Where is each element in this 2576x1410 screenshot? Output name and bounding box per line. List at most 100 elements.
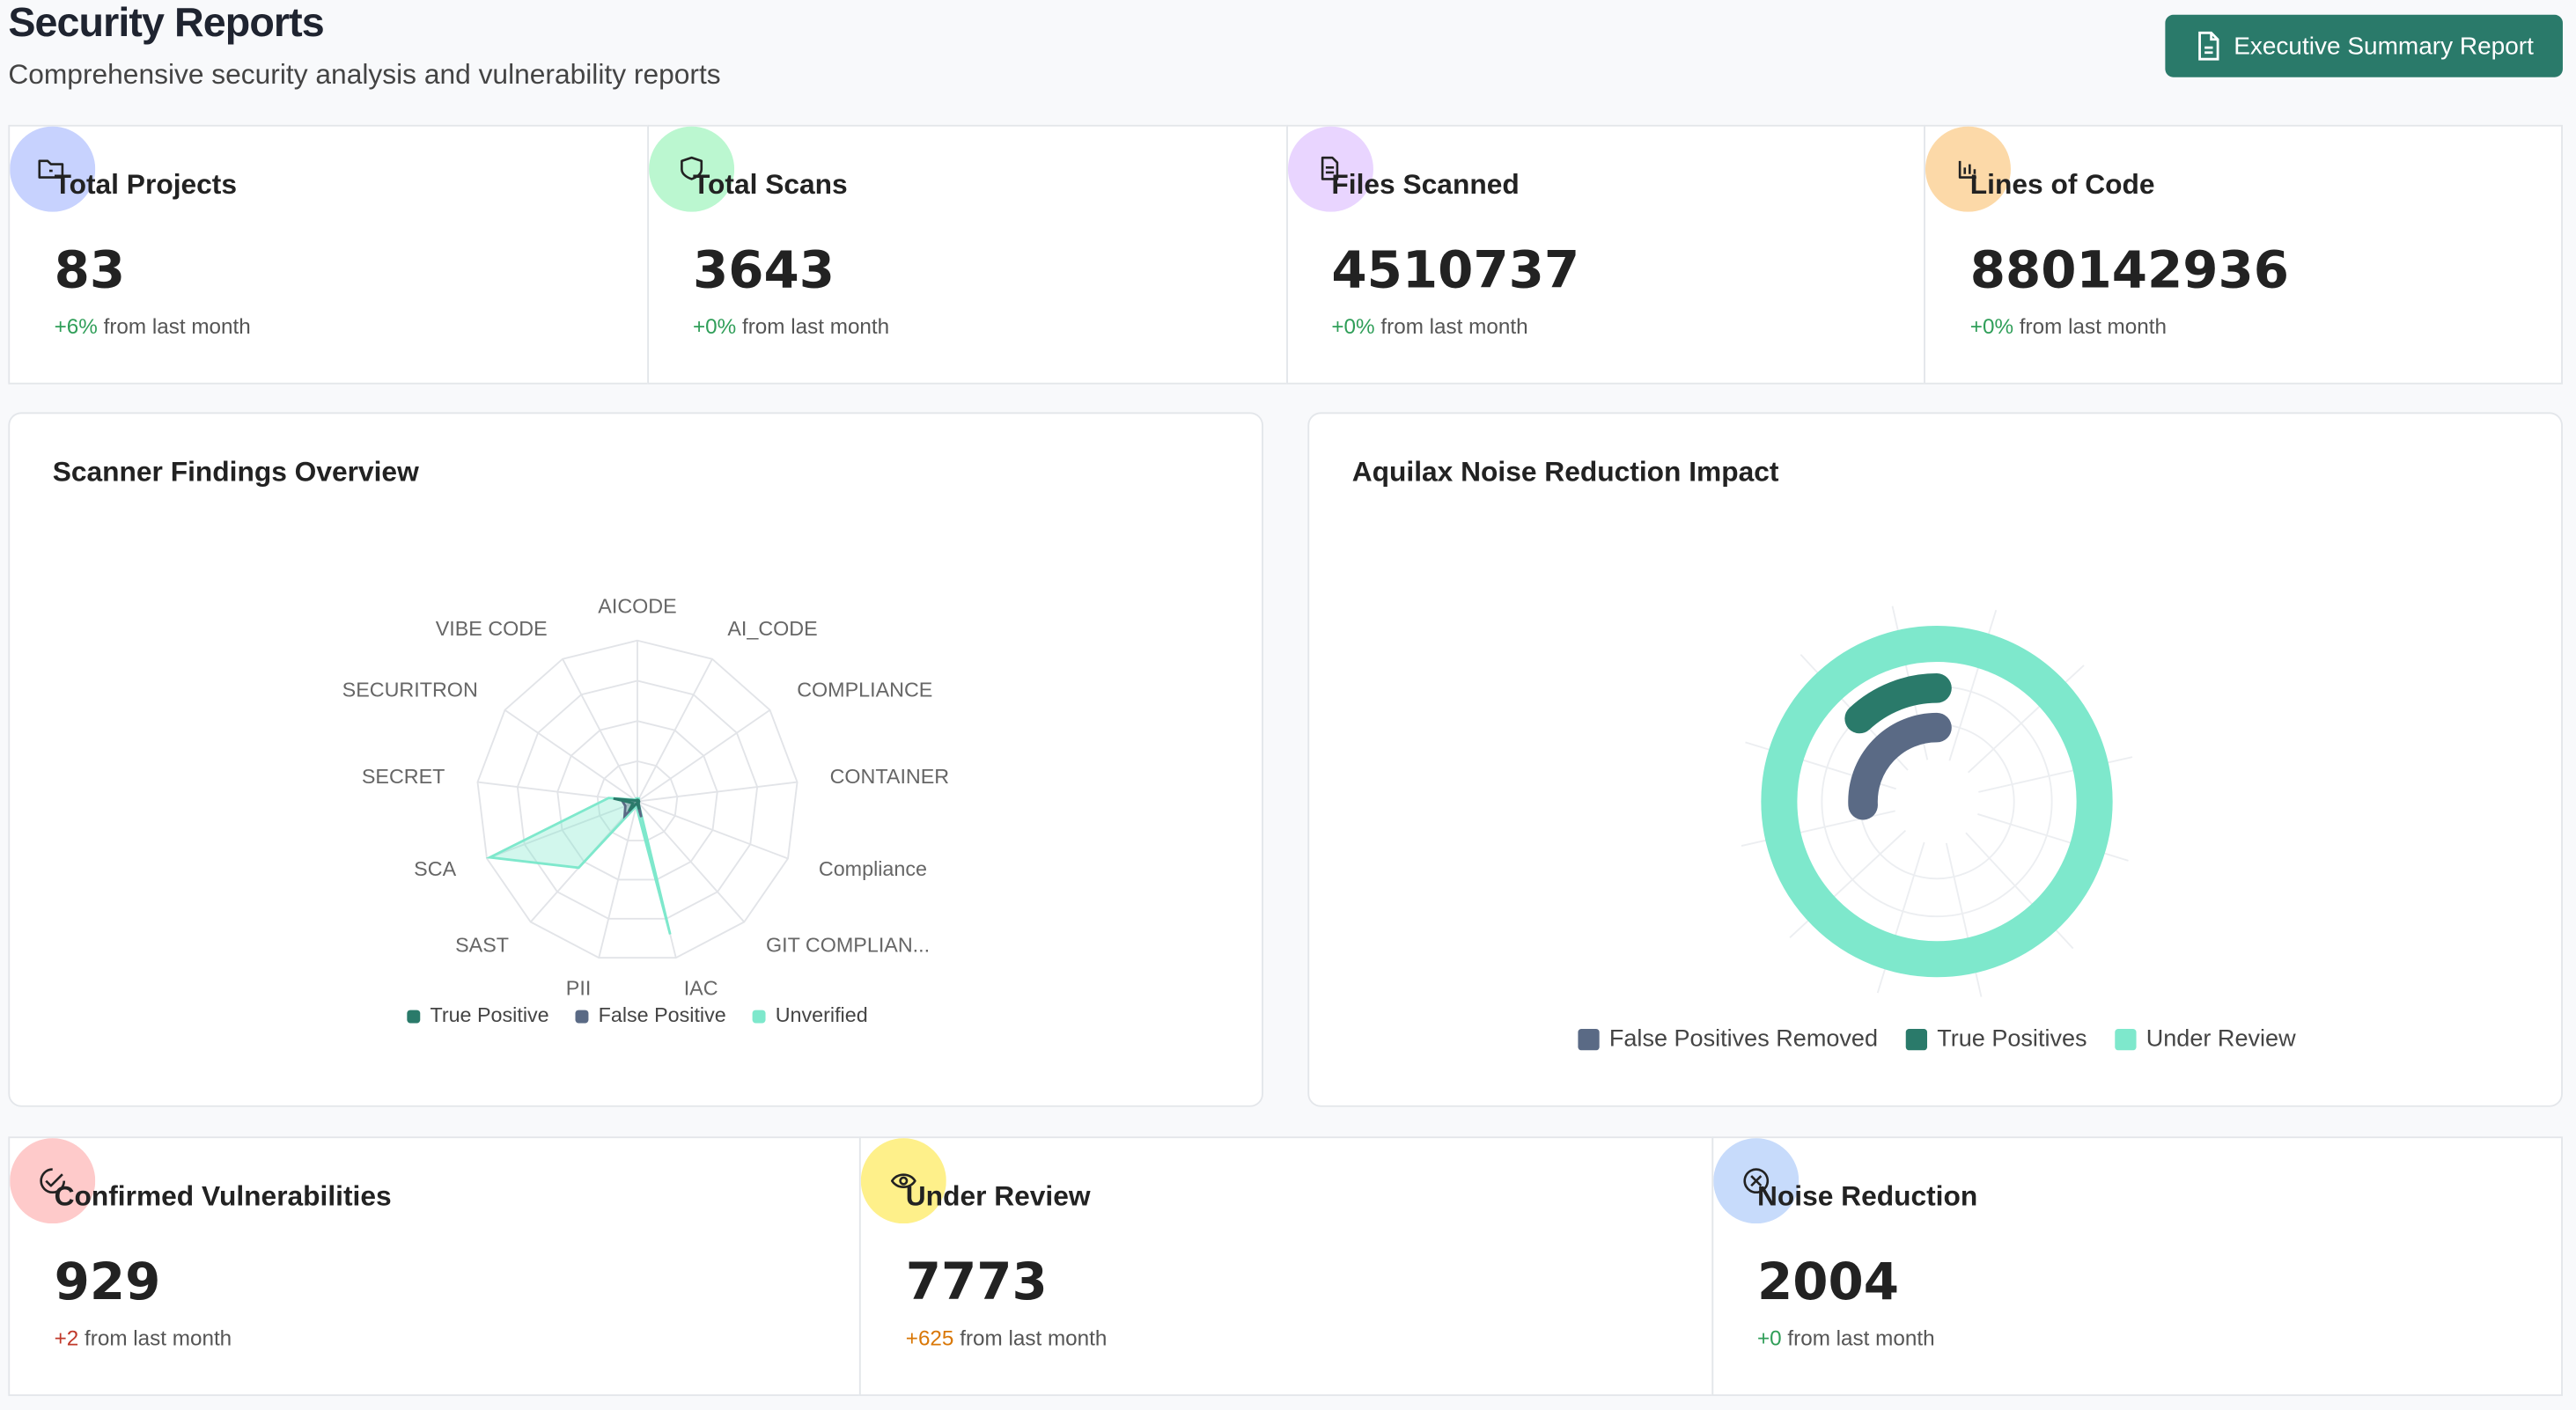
axis-label: AICODE — [598, 595, 676, 618]
stat-value: 4510737 — [1331, 241, 1580, 301]
legend-label: True Positives — [1937, 1024, 2087, 1051]
stat-change: +0% — [1969, 313, 2014, 339]
legend-item: False Positives Removed — [1578, 1024, 1878, 1051]
stat-value: 7773 — [905, 1252, 1048, 1312]
axis-label: GIT COMPLIAN... — [766, 934, 930, 957]
stat-note: from last month — [1380, 313, 1528, 339]
stat-change: +0% — [1331, 313, 1375, 339]
icon-glyph — [891, 1173, 917, 1188]
stat-change-line: +2 from last month — [55, 1326, 232, 1350]
axis-label: SCA — [414, 857, 456, 880]
stat-card: Noise Reduction 2004 +0 from last month — [1711, 1136, 2563, 1397]
series-area — [613, 797, 641, 812]
legend-swatch — [752, 1010, 766, 1024]
stat-change-line: +625 from last month — [906, 1326, 1108, 1350]
icon-glyph — [1959, 160, 1977, 179]
legend: False Positives Removed True Positives Und… — [1578, 1024, 2296, 1051]
icon-glyph — [38, 159, 64, 179]
legend-label: True Positive — [430, 1003, 548, 1026]
icon-glyph — [680, 156, 703, 180]
legend-item: True Positive — [407, 1003, 549, 1026]
icon-glyph — [40, 1168, 66, 1194]
stat-note: from last month — [2019, 313, 2167, 339]
radial-bar — [1761, 625, 2113, 978]
icon-circle — [648, 126, 734, 212]
stat-card: Lines of Code 880142936 +0% from last mont… — [1924, 124, 2563, 385]
legend-item: Unverified — [752, 1003, 868, 1026]
axis-label: COMPLIANCE — [797, 679, 932, 701]
chart-title: Scanner Findings Overview — [52, 456, 419, 488]
stat-title: Total Scans — [692, 169, 848, 201]
stat-change: +2 — [54, 1325, 79, 1350]
radar-panel: Scanner Findings Overview AICODE AI_CODE C… — [8, 412, 1263, 1107]
legend-swatch — [575, 1010, 589, 1024]
stat-change: +625 — [905, 1325, 954, 1350]
axis-label: VIBE CODE — [436, 617, 548, 640]
stat-value: 2004 — [1756, 1252, 1899, 1312]
axis-label: SECURITRON — [342, 679, 478, 701]
legend-swatch — [2115, 1029, 2137, 1051]
stat-title: Lines of Code — [1969, 169, 2155, 201]
legend-swatch — [1905, 1029, 1928, 1051]
stat-change: +0 — [1756, 1325, 1782, 1350]
stat-icon — [1712, 1138, 1799, 1224]
stat-card: Under Review 7773 +625 from last month — [859, 1136, 1713, 1397]
axis-label: CONTAINER — [830, 765, 950, 788]
spoke — [562, 658, 638, 803]
legend-swatch — [407, 1010, 421, 1024]
grid-ring — [596, 760, 679, 841]
radar-chart: AICODE AI_CODE COMPLIANCE CONTAINER Complian… — [342, 595, 950, 1027]
doc-icon — [2197, 31, 2219, 61]
icon-circle — [1287, 126, 1373, 212]
chart-title: Aquilax Noise Reduction Impact — [1351, 456, 1779, 488]
spoke — [486, 800, 638, 860]
series-area — [485, 797, 672, 935]
stat-value: 929 — [54, 1252, 161, 1312]
stat-title: Noise Reduction — [1756, 1180, 1978, 1213]
stat-icon — [1925, 126, 2012, 212]
legend-label: False Positives Removed — [1609, 1024, 1878, 1051]
stat-card: Confirmed Vulnerabilities 929 +2 from last… — [8, 1136, 862, 1397]
radial-chart: False Positives Removed True Positives Und… — [1578, 606, 2296, 1051]
stat-icon — [10, 1138, 96, 1224]
grid-ring — [556, 720, 718, 881]
grid-ring — [516, 679, 759, 920]
stat-change-line: +0% from last month — [1970, 313, 2167, 338]
radial-bar — [1844, 673, 1952, 734]
spoke — [637, 709, 771, 803]
executive-report-button[interactable]: Executive Summary Report — [2165, 14, 2563, 77]
spoke — [504, 709, 638, 803]
stat-change: +0% — [692, 313, 737, 339]
stat-icon — [10, 126, 96, 212]
legend-label: False Positive — [599, 1003, 726, 1026]
legend: True Positive False Positive Unverified — [407, 1003, 868, 1026]
stat-title: Under Review — [905, 1180, 1091, 1213]
radial-panel: Aquilax Noise Reduction Impact False Pos… — [1307, 412, 2563, 1107]
stat-note: from last month — [85, 1325, 232, 1350]
axis-label: Compliance — [819, 857, 927, 880]
stat-change-line: +0 from last month — [1757, 1326, 1935, 1350]
legend-item: Under Review — [2115, 1024, 2296, 1051]
legend-item: False Positive — [575, 1003, 726, 1026]
legend-item: True Positives — [1905, 1024, 2087, 1051]
legend-label: Under Review — [2146, 1024, 2296, 1051]
stat-change-line: +6% from last month — [55, 313, 251, 338]
icon-circle — [861, 1138, 947, 1224]
button-label: Executive Summary Report — [2234, 32, 2534, 61]
axis-label: SAST — [455, 934, 509, 957]
legend-label: Unverified — [776, 1003, 868, 1026]
stat-note: from last month — [741, 313, 890, 339]
axis-label: PII — [566, 977, 592, 1000]
stat-title: Files Scanned — [1331, 169, 1520, 201]
stat-change-line: +0% from last month — [693, 313, 889, 338]
icon-circle — [10, 1138, 96, 1224]
stat-icon — [1287, 126, 1373, 212]
spoke — [637, 800, 789, 860]
axis-label: SECRET — [362, 765, 445, 788]
stat-value: 3643 — [692, 241, 835, 301]
stat-card: Total Scans 3643 +0% from last month — [646, 124, 1288, 385]
axis-label: IAC — [684, 977, 718, 1000]
stat-card: Files Scanned 4510737 +0% from last month — [1285, 124, 1926, 385]
